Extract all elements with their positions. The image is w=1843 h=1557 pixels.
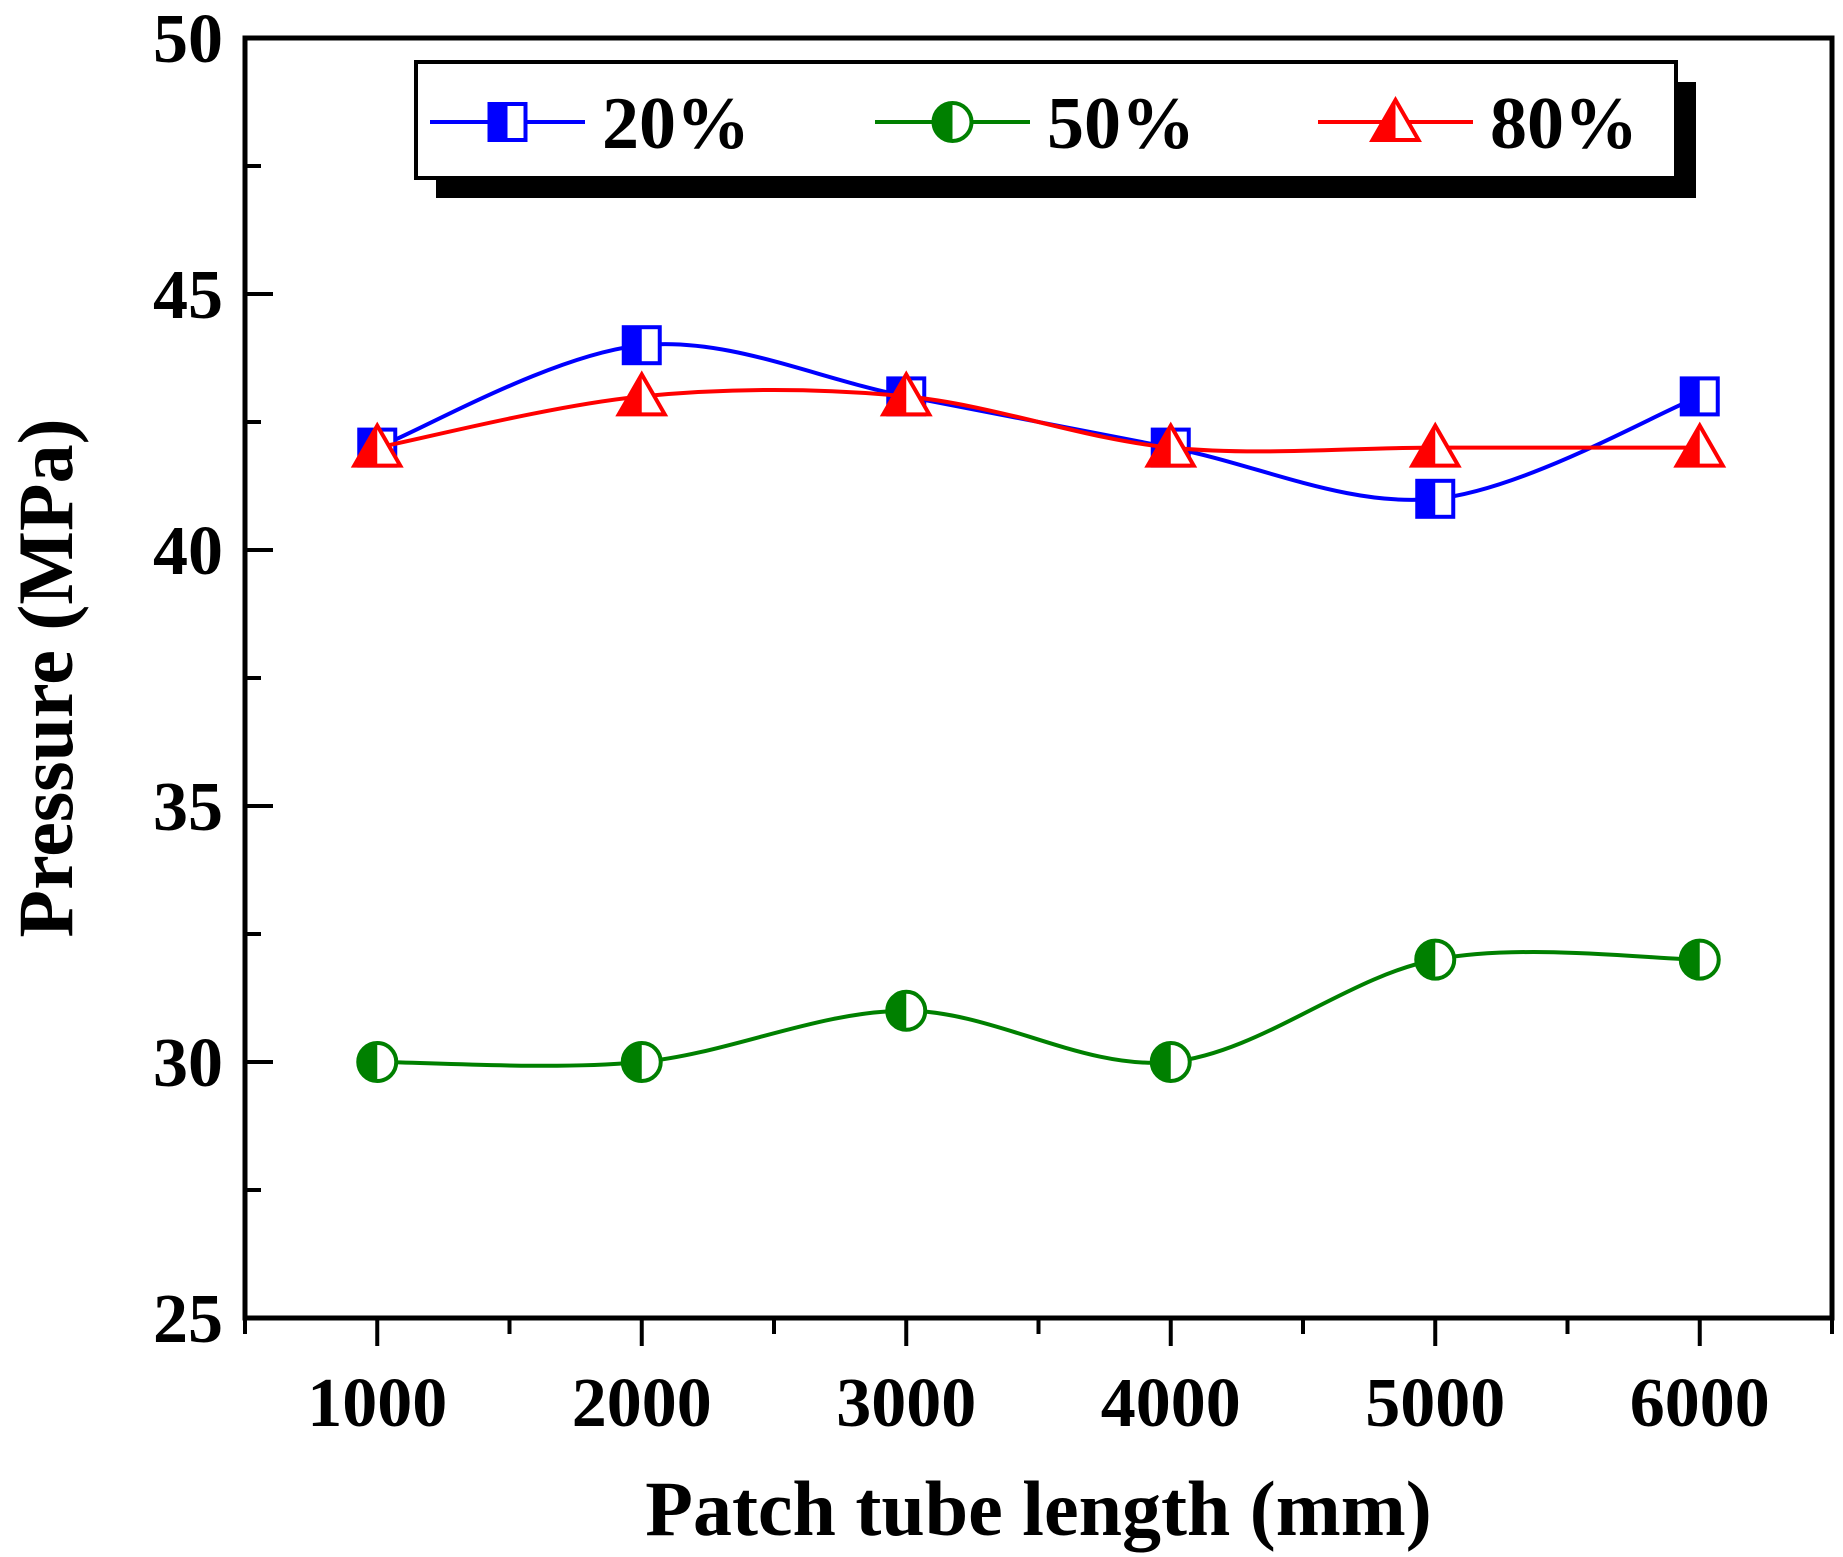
x-tick-label: 5000 (1365, 1365, 1505, 1442)
y-axis-title: Pressure (MPa) (2, 418, 89, 937)
data-point (615, 370, 669, 417)
series-line (377, 950, 1700, 1068)
series-layer (350, 325, 1727, 1083)
data-point (1414, 938, 1457, 981)
data-point (1415, 478, 1456, 519)
legend: 20% 50% 80% (414, 60, 1696, 198)
legend-marker (487, 102, 528, 142)
data-point (1679, 376, 1720, 417)
y-axis: 25 30 35 40 45 50 (153, 1, 273, 1358)
legend-entry: 20% (430, 83, 750, 165)
y-tick-label: 25 (153, 1281, 223, 1358)
x-tick-label: 4000 (1101, 1365, 1241, 1442)
series-50pct (356, 938, 1721, 1083)
y-tick-label: 40 (153, 513, 223, 590)
legend-label: 80% (1490, 83, 1638, 165)
plot-area: 25 30 35 40 45 50 1000 2000 3000 4000 5000 6000 (153, 1, 1835, 1442)
y-tick-label: 50 (153, 1, 223, 78)
x-tick-label: 6000 (1630, 1365, 1770, 1442)
legend-entry: 80% (1318, 83, 1638, 165)
series-80pct (350, 370, 1727, 468)
series-line (376, 388, 1700, 454)
legend-marker (1369, 95, 1422, 142)
data-point (356, 1041, 399, 1083)
data-point (1408, 421, 1462, 468)
data-point (1144, 421, 1198, 468)
data-point (620, 1041, 663, 1083)
legend-label: 50% (1047, 83, 1195, 165)
x-axis: 1000 2000 3000 4000 5000 6000 (243, 1318, 1834, 1442)
data-point (621, 325, 662, 366)
x-tick-label: 3000 (836, 1365, 976, 1442)
legend-marker (931, 101, 974, 143)
x-axis-title: Patch tube length (mm) (645, 1465, 1431, 1552)
plot-frame (242, 35, 1835, 1321)
y-tick-label: 45 (153, 257, 223, 334)
x-tick-label: 2000 (572, 1365, 712, 1442)
data-point (879, 370, 933, 417)
data-point (1678, 938, 1721, 981)
data-point (1149, 1041, 1192, 1083)
data-point (885, 989, 928, 1032)
data-point (350, 421, 404, 468)
y-tick-label: 35 (153, 769, 223, 846)
x-tick-label: 1000 (307, 1365, 447, 1442)
legend-entry: 50% (875, 83, 1195, 165)
data-point (1673, 421, 1727, 468)
y-tick-label: 30 (153, 1025, 223, 1102)
legend-label: 20% (602, 83, 750, 165)
